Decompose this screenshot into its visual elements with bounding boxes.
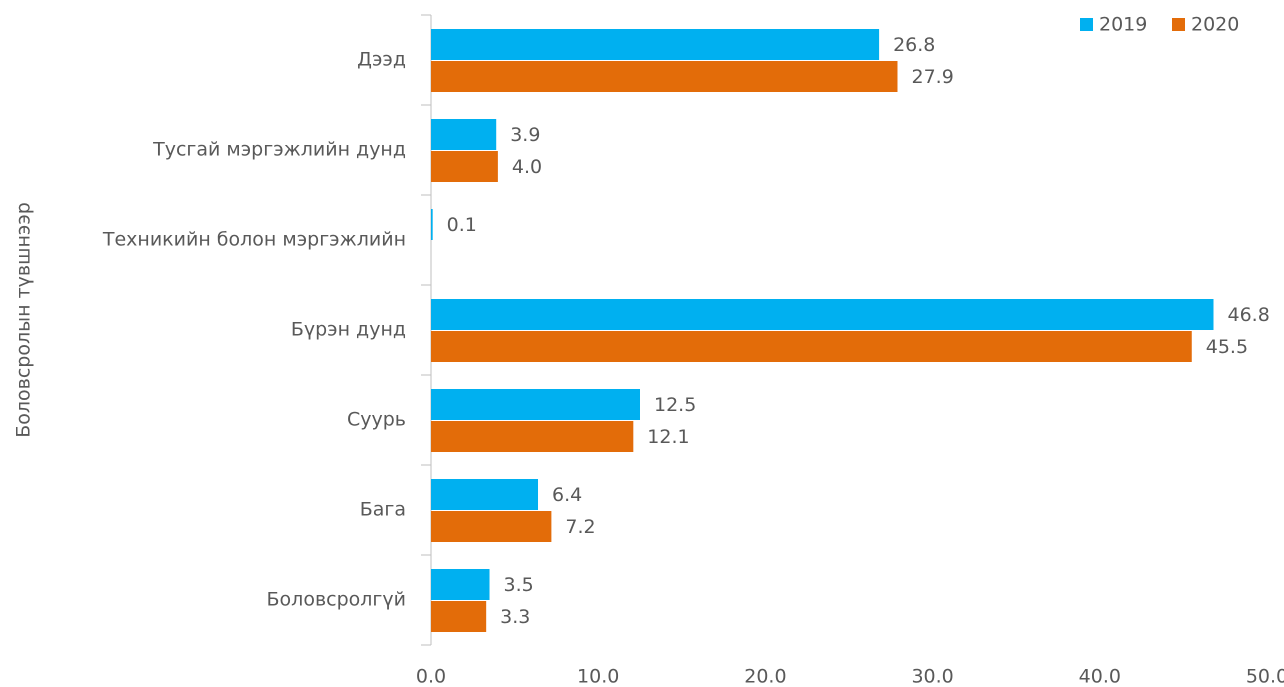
bar: [431, 421, 634, 452]
legend-swatch: [1172, 18, 1185, 31]
bar: [431, 29, 880, 60]
y-tick-label: Бүрэн дунд: [291, 319, 406, 341]
legend-swatch: [1080, 18, 1093, 31]
legend-label: 2019: [1099, 14, 1147, 36]
y-tick-label: Техникийн болон мэргэжлийн: [102, 229, 406, 251]
x-tick-label: 40.0: [1079, 666, 1121, 687]
x-tick-label: 0.0: [416, 666, 446, 687]
y-tick-label: Тусгай мэргэжлийн дунд: [152, 139, 406, 161]
x-tick-label: 30.0: [911, 666, 953, 687]
bar: [431, 61, 898, 92]
value-label: 46.8: [1227, 304, 1269, 326]
bar: [431, 389, 640, 420]
legend-label: 2020: [1191, 14, 1239, 36]
value-label: 6.4: [552, 484, 582, 506]
bar: [431, 151, 498, 182]
y-tick-label: Дээд: [357, 49, 406, 71]
bar: [431, 601, 487, 632]
x-tick-label: 10.0: [577, 666, 619, 687]
value-label: 0.1: [447, 214, 477, 236]
y-tick-label: Боловсролгүй: [267, 589, 406, 611]
value-label: 26.8: [893, 34, 935, 56]
value-label: 3.9: [510, 124, 540, 146]
bar: [431, 119, 497, 150]
y-tick-label: Суурь: [347, 409, 406, 431]
value-label: 3.3: [500, 606, 530, 628]
value-label: 12.1: [647, 426, 689, 448]
y-axis-label: Боловсролын түвшнээр: [13, 202, 35, 438]
y-tick-label: Бага: [360, 499, 406, 521]
bar: [431, 209, 433, 240]
bar: [431, 331, 1192, 362]
value-label: 45.5: [1206, 336, 1248, 358]
bar: [431, 569, 490, 600]
x-tick-label: 20.0: [744, 666, 786, 687]
x-tick-label: 50.0: [1246, 666, 1284, 687]
value-label: 12.5: [654, 394, 696, 416]
value-label: 4.0: [512, 156, 542, 178]
value-label: 27.9: [911, 66, 953, 88]
bar: [431, 299, 1214, 330]
bar: [431, 479, 539, 510]
bar: [431, 511, 552, 542]
value-label: 7.2: [565, 516, 595, 538]
value-label: 3.5: [504, 574, 534, 596]
